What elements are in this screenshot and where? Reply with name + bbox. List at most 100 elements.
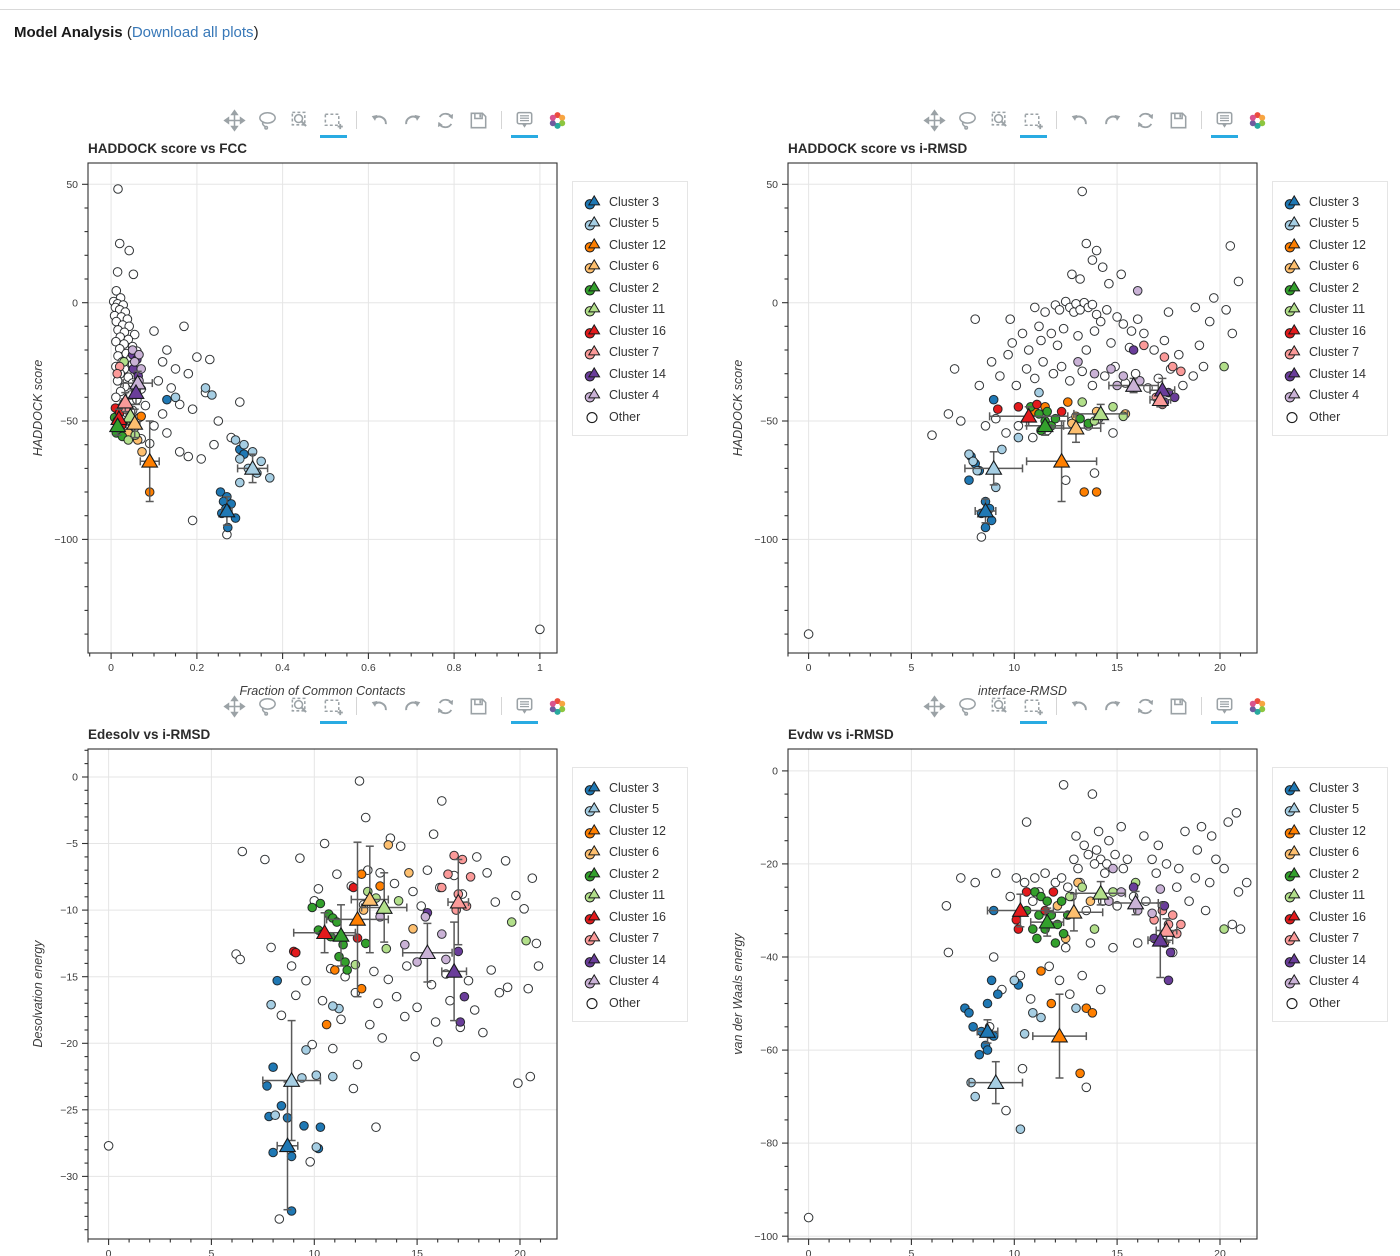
- scatter-point: [982, 998, 993, 1009]
- scatter-point: [1132, 286, 1143, 296]
- scatter-point: [360, 938, 371, 949]
- tool-save-icon[interactable]: [1166, 108, 1191, 133]
- scatter-point: [183, 368, 194, 379]
- scatter-point: [1225, 241, 1236, 251]
- tool-reset-icon[interactable]: [1133, 694, 1158, 719]
- tool-lasso-select-icon[interactable]: [955, 694, 980, 719]
- legend-marker-icon: [584, 259, 601, 274]
- tool-undo-icon[interactable]: [1067, 694, 1092, 719]
- tool-undo-icon[interactable]: [367, 694, 392, 719]
- plot-canvas-haddock-vs-irmsd[interactable]: 0 5 10 15 20 50 0 −50 −100 HADDOCK score vs i-RMS…: [720, 137, 1335, 713]
- scatter-point: [1219, 924, 1229, 934]
- tool-box-zoom-icon[interactable]: [288, 694, 313, 719]
- tool-reset-icon[interactable]: [433, 694, 458, 719]
- scatter-point: [494, 987, 505, 998]
- tool-box-select-icon[interactable]: [1020, 108, 1047, 138]
- scatter-point: [1054, 975, 1065, 986]
- legend-marker-icon: [584, 780, 601, 796]
- tool-lasso-select-icon[interactable]: [955, 108, 980, 133]
- scatter-point: [315, 1122, 326, 1133]
- cluster-mean-triangle: [315, 924, 334, 940]
- scatter-point: [1100, 868, 1110, 878]
- legend-item: Cluster 16: [1283, 320, 1375, 342]
- tool-box-select-icon[interactable]: [320, 694, 347, 724]
- tool-box-zoom-icon[interactable]: [988, 694, 1013, 719]
- tool-bokeh-logo-icon[interactable]: [545, 108, 570, 133]
- axis-ticks: [82, 749, 542, 1245]
- scatter-point: [1235, 924, 1246, 934]
- tool-hover-icon[interactable]: [511, 108, 538, 138]
- scatter-point: [375, 881, 385, 891]
- tool-undo-icon[interactable]: [1067, 108, 1092, 133]
- tool-bokeh-logo-icon[interactable]: [545, 694, 570, 719]
- scatter-point: [927, 430, 937, 441]
- tool-hover-icon[interactable]: [511, 694, 538, 724]
- scatter-point: [521, 935, 531, 946]
- legend: Cluster 3 Cluster 5 Cluster 12 Cluster 6 Clu…: [1272, 181, 1388, 436]
- tool-reset-icon[interactable]: [433, 108, 458, 133]
- scatter-point: [1227, 919, 1238, 930]
- plot-canvas-edesolv-vs-irmsd[interactable]: 0 5 10 15 20 0 −5 −10 −15 −20 −25 −30 Edesolv vs i-R…: [20, 723, 635, 1256]
- scatter-point: [1223, 817, 1234, 827]
- scatter-point: [1087, 1008, 1098, 1018]
- cluster-mean-markers: [976, 376, 1172, 518]
- tool-reset-icon[interactable]: [1133, 108, 1158, 133]
- download-all-plots-link[interactable]: Download all plots: [131, 24, 254, 41]
- svg-text:−100: −100: [754, 534, 778, 546]
- svg-text:15: 15: [1111, 662, 1123, 674]
- paren-close: ): [253, 24, 259, 41]
- scatter-point: [1188, 371, 1199, 381]
- tool-redo-icon[interactable]: [400, 694, 425, 719]
- scatter-point: [1204, 877, 1215, 888]
- tool-save-icon[interactable]: [466, 694, 491, 719]
- series-other: [803, 186, 1244, 639]
- scatter-point: [1042, 406, 1053, 417]
- tool-redo-icon[interactable]: [400, 108, 425, 133]
- scatter-point: [301, 975, 311, 986]
- tool-pan-icon[interactable]: [222, 108, 247, 133]
- scatter-point: [988, 952, 999, 962]
- scatter-point: [1104, 835, 1114, 846]
- series-other: [108, 184, 545, 635]
- scatter-point: [332, 869, 342, 879]
- scatter-point: [291, 947, 301, 958]
- tool-redo-icon[interactable]: [1100, 694, 1125, 719]
- tool-bokeh-logo-icon[interactable]: [1245, 694, 1270, 719]
- scatter-point: [511, 890, 521, 901]
- scatter-point: [997, 444, 1007, 455]
- cluster-mean-triangle: [278, 1137, 297, 1153]
- scatter-point: [170, 364, 181, 374]
- legend-item: Cluster 2: [583, 277, 675, 299]
- tool-pan-icon[interactable]: [922, 108, 947, 133]
- plot-frame: [87, 748, 558, 1240]
- tool-pan-icon[interactable]: [222, 694, 247, 719]
- scatter-point: [1083, 849, 1094, 860]
- tool-pan-icon[interactable]: [922, 694, 947, 719]
- scatter-point: [274, 1214, 285, 1224]
- scatter-point: [523, 983, 534, 994]
- tool-box-select-icon[interactable]: [320, 108, 347, 138]
- tool-box-select-icon[interactable]: [1020, 694, 1047, 724]
- tool-bokeh-logo-icon[interactable]: [1245, 108, 1270, 133]
- tool-save-icon[interactable]: [1166, 694, 1191, 719]
- tool-hover-icon[interactable]: [1211, 694, 1238, 724]
- tool-box-zoom-icon[interactable]: [288, 108, 313, 133]
- svg-text:−10: −10: [60, 905, 78, 917]
- tool-hover-icon[interactable]: [1211, 108, 1238, 138]
- legend-label: Cluster 16: [1309, 909, 1366, 924]
- tool-save-icon[interactable]: [466, 108, 491, 133]
- tool-undo-icon[interactable]: [367, 108, 392, 133]
- tool-lasso-select-icon[interactable]: [255, 694, 280, 719]
- legend-item: Cluster 2: [1283, 277, 1375, 299]
- plot-canvas-haddock-vs-fcc[interactable]: 0 0.2 0.4 0.6 0.8 1 50 0 −50 −100 HADDOCK score vs…: [20, 137, 635, 713]
- scatter-point: [1030, 373, 1040, 384]
- scatter-point: [1081, 238, 1092, 249]
- legend-marker-icon: [1284, 974, 1301, 989]
- tool-redo-icon[interactable]: [1100, 108, 1125, 133]
- tool-box-zoom-icon[interactable]: [988, 108, 1013, 133]
- paren-open: (: [126, 24, 132, 41]
- tool-lasso-select-icon[interactable]: [255, 108, 280, 133]
- scatter-point: [268, 1062, 278, 1073]
- top-divider: [0, 9, 1400, 10]
